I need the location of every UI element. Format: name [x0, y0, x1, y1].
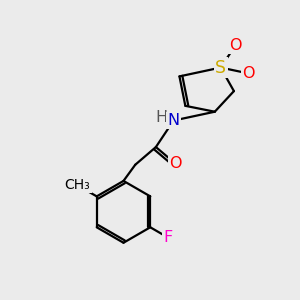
- Text: F: F: [164, 230, 173, 245]
- Text: O: O: [242, 66, 255, 81]
- Text: N: N: [167, 113, 180, 128]
- Text: S: S: [215, 58, 226, 76]
- Text: CH₃: CH₃: [65, 178, 91, 192]
- Text: O: O: [229, 38, 242, 53]
- Text: H: H: [155, 110, 167, 124]
- Text: O: O: [169, 156, 181, 171]
